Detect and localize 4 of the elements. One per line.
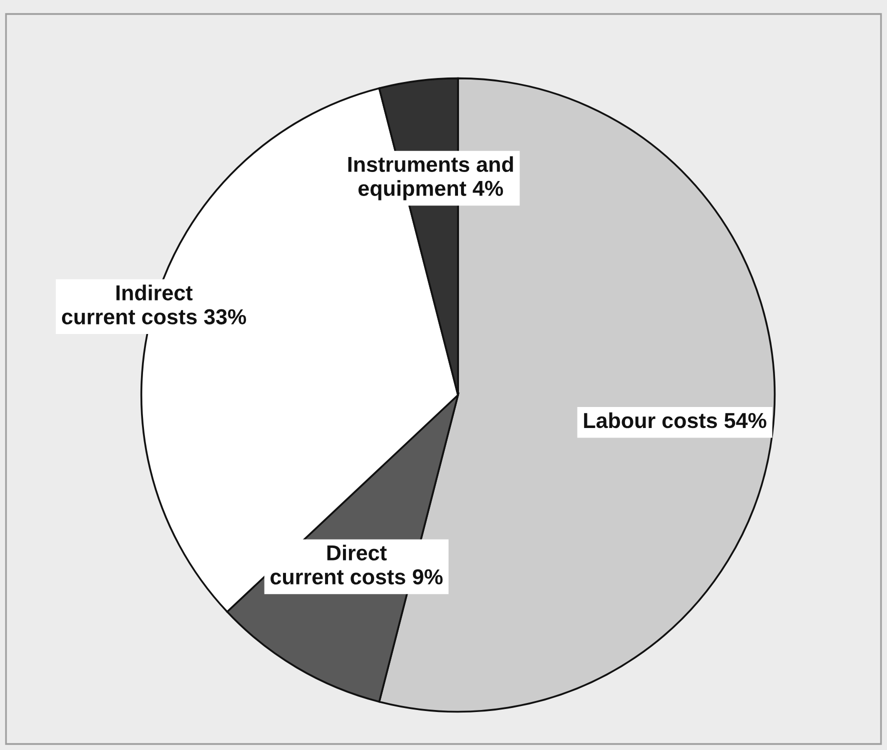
slice-label: Instruments and equipment 4% — [348, 156, 513, 200]
slice-label: Labour costs 54% — [584, 412, 766, 428]
slice-label: Indirect current costs 33% — [62, 284, 246, 324]
slice-label: Direct current costs 9% — [270, 544, 443, 584]
